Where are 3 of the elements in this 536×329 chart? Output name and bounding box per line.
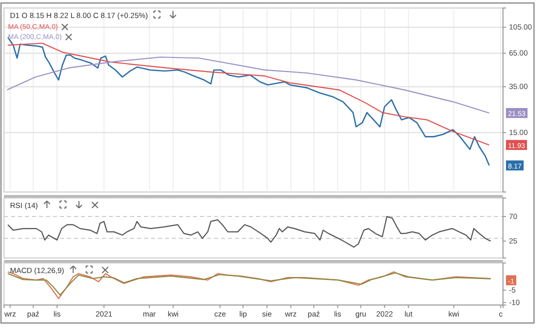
line-series bbox=[7, 42, 490, 146]
line-series bbox=[7, 216, 492, 248]
line-series bbox=[6, 56, 490, 114]
